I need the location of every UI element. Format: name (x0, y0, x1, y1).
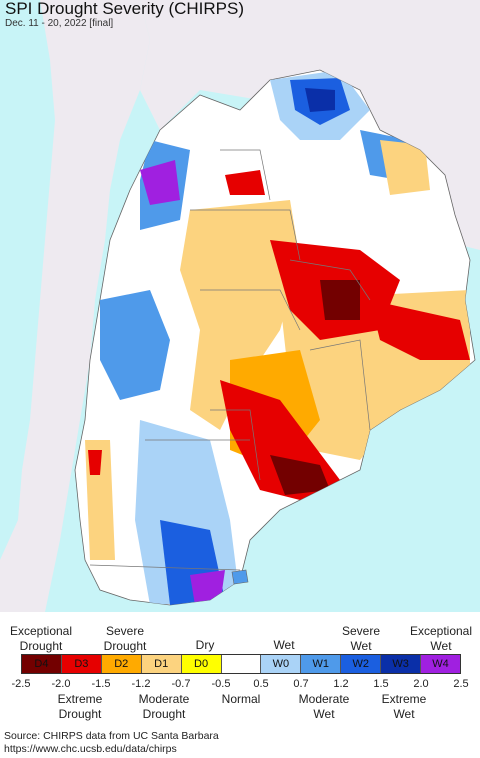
legend-swatch-d0: D0 (181, 655, 222, 673)
legend-swatch-d1: D1 (141, 655, 182, 673)
legend-color-bar: D4 D3 D2 D1 D0 W0 W1 W2 W3 W4 (21, 654, 461, 674)
legend-tick: -2.5 (11, 678, 31, 690)
legend-swatch-d3: D3 (61, 655, 102, 673)
legend-swatch-w3: W3 (381, 655, 422, 673)
legend-swatch-normal (221, 655, 262, 673)
south-island (231, 569, 249, 585)
legend-label-exceptional-wet: Exceptional Wet (409, 624, 473, 653)
legend-tick: 1.2 (333, 678, 349, 690)
legend-swatch-w0: W0 (261, 655, 302, 673)
dry-zone-ne-orange (380, 140, 430, 195)
dry-zone-west-red (88, 450, 102, 475)
dry-zone-central (180, 200, 300, 430)
legend-tick: -1.5 (91, 678, 111, 690)
wet-zone-west (100, 290, 170, 400)
legend-label-moderate-drought: Moderate Drought (138, 692, 190, 721)
legend-tick: -1.2 (131, 678, 151, 690)
legend-label-dry: Dry (195, 638, 215, 652)
legend-label-extreme-drought: Extreme Drought (57, 692, 103, 721)
legend-label-severe-wet: Severe Wet (341, 624, 381, 653)
legend-label-wet: Wet (273, 638, 295, 652)
map-subtitle: Dec. 11 - 20, 2022 [final] (5, 18, 114, 29)
legend-label-extreme-wet: Extreme Wet (381, 692, 427, 721)
legend-tick: -0.5 (211, 678, 231, 690)
legend-label-exceptional-drought: Exceptional Drought (9, 624, 73, 653)
map-title: SPI Drought Severity (CHIRPS) (5, 0, 245, 18)
source-text: Source: CHIRPS data from UC Santa Barbar… (4, 730, 219, 742)
dry-zone-north-d3 (225, 170, 265, 195)
legend-swatch-w2: W2 (341, 655, 382, 673)
outside-land-west (0, 0, 150, 612)
legend-tick: 2.5 (453, 678, 469, 690)
legend-label-normal: Normal (221, 692, 261, 706)
legend-swatch-w4: W4 (421, 655, 460, 673)
legend-swatch-w1: W1 (301, 655, 342, 673)
source-url[interactable]: https://www.chc.ucsb.edu/data/chirps (4, 743, 177, 755)
wet-zone-nw-purple (140, 160, 180, 205)
legend-tick: 2.0 (413, 678, 429, 690)
legend-tick: -2.0 (51, 678, 71, 690)
dry-zone-d4-north (320, 280, 360, 320)
legend-label-moderate-wet: Moderate Wet (298, 692, 350, 721)
legend-tick: 1.5 (373, 678, 389, 690)
wet-zone-north-deep (305, 88, 335, 112)
legend-label-severe-drought: Severe Drought (103, 624, 147, 653)
legend-tick: 0.7 (293, 678, 309, 690)
dry-zone-d4-south (270, 455, 330, 495)
dry-zone-d3-east (370, 300, 470, 360)
legend-swatch-d2: D2 (101, 655, 142, 673)
legend-tick: 0.5 (253, 678, 269, 690)
legend-tick: -0.7 (171, 678, 191, 690)
province-borders (89, 149, 371, 571)
drought-map (0, 0, 480, 612)
legend-swatch-d4: D4 (22, 655, 62, 673)
